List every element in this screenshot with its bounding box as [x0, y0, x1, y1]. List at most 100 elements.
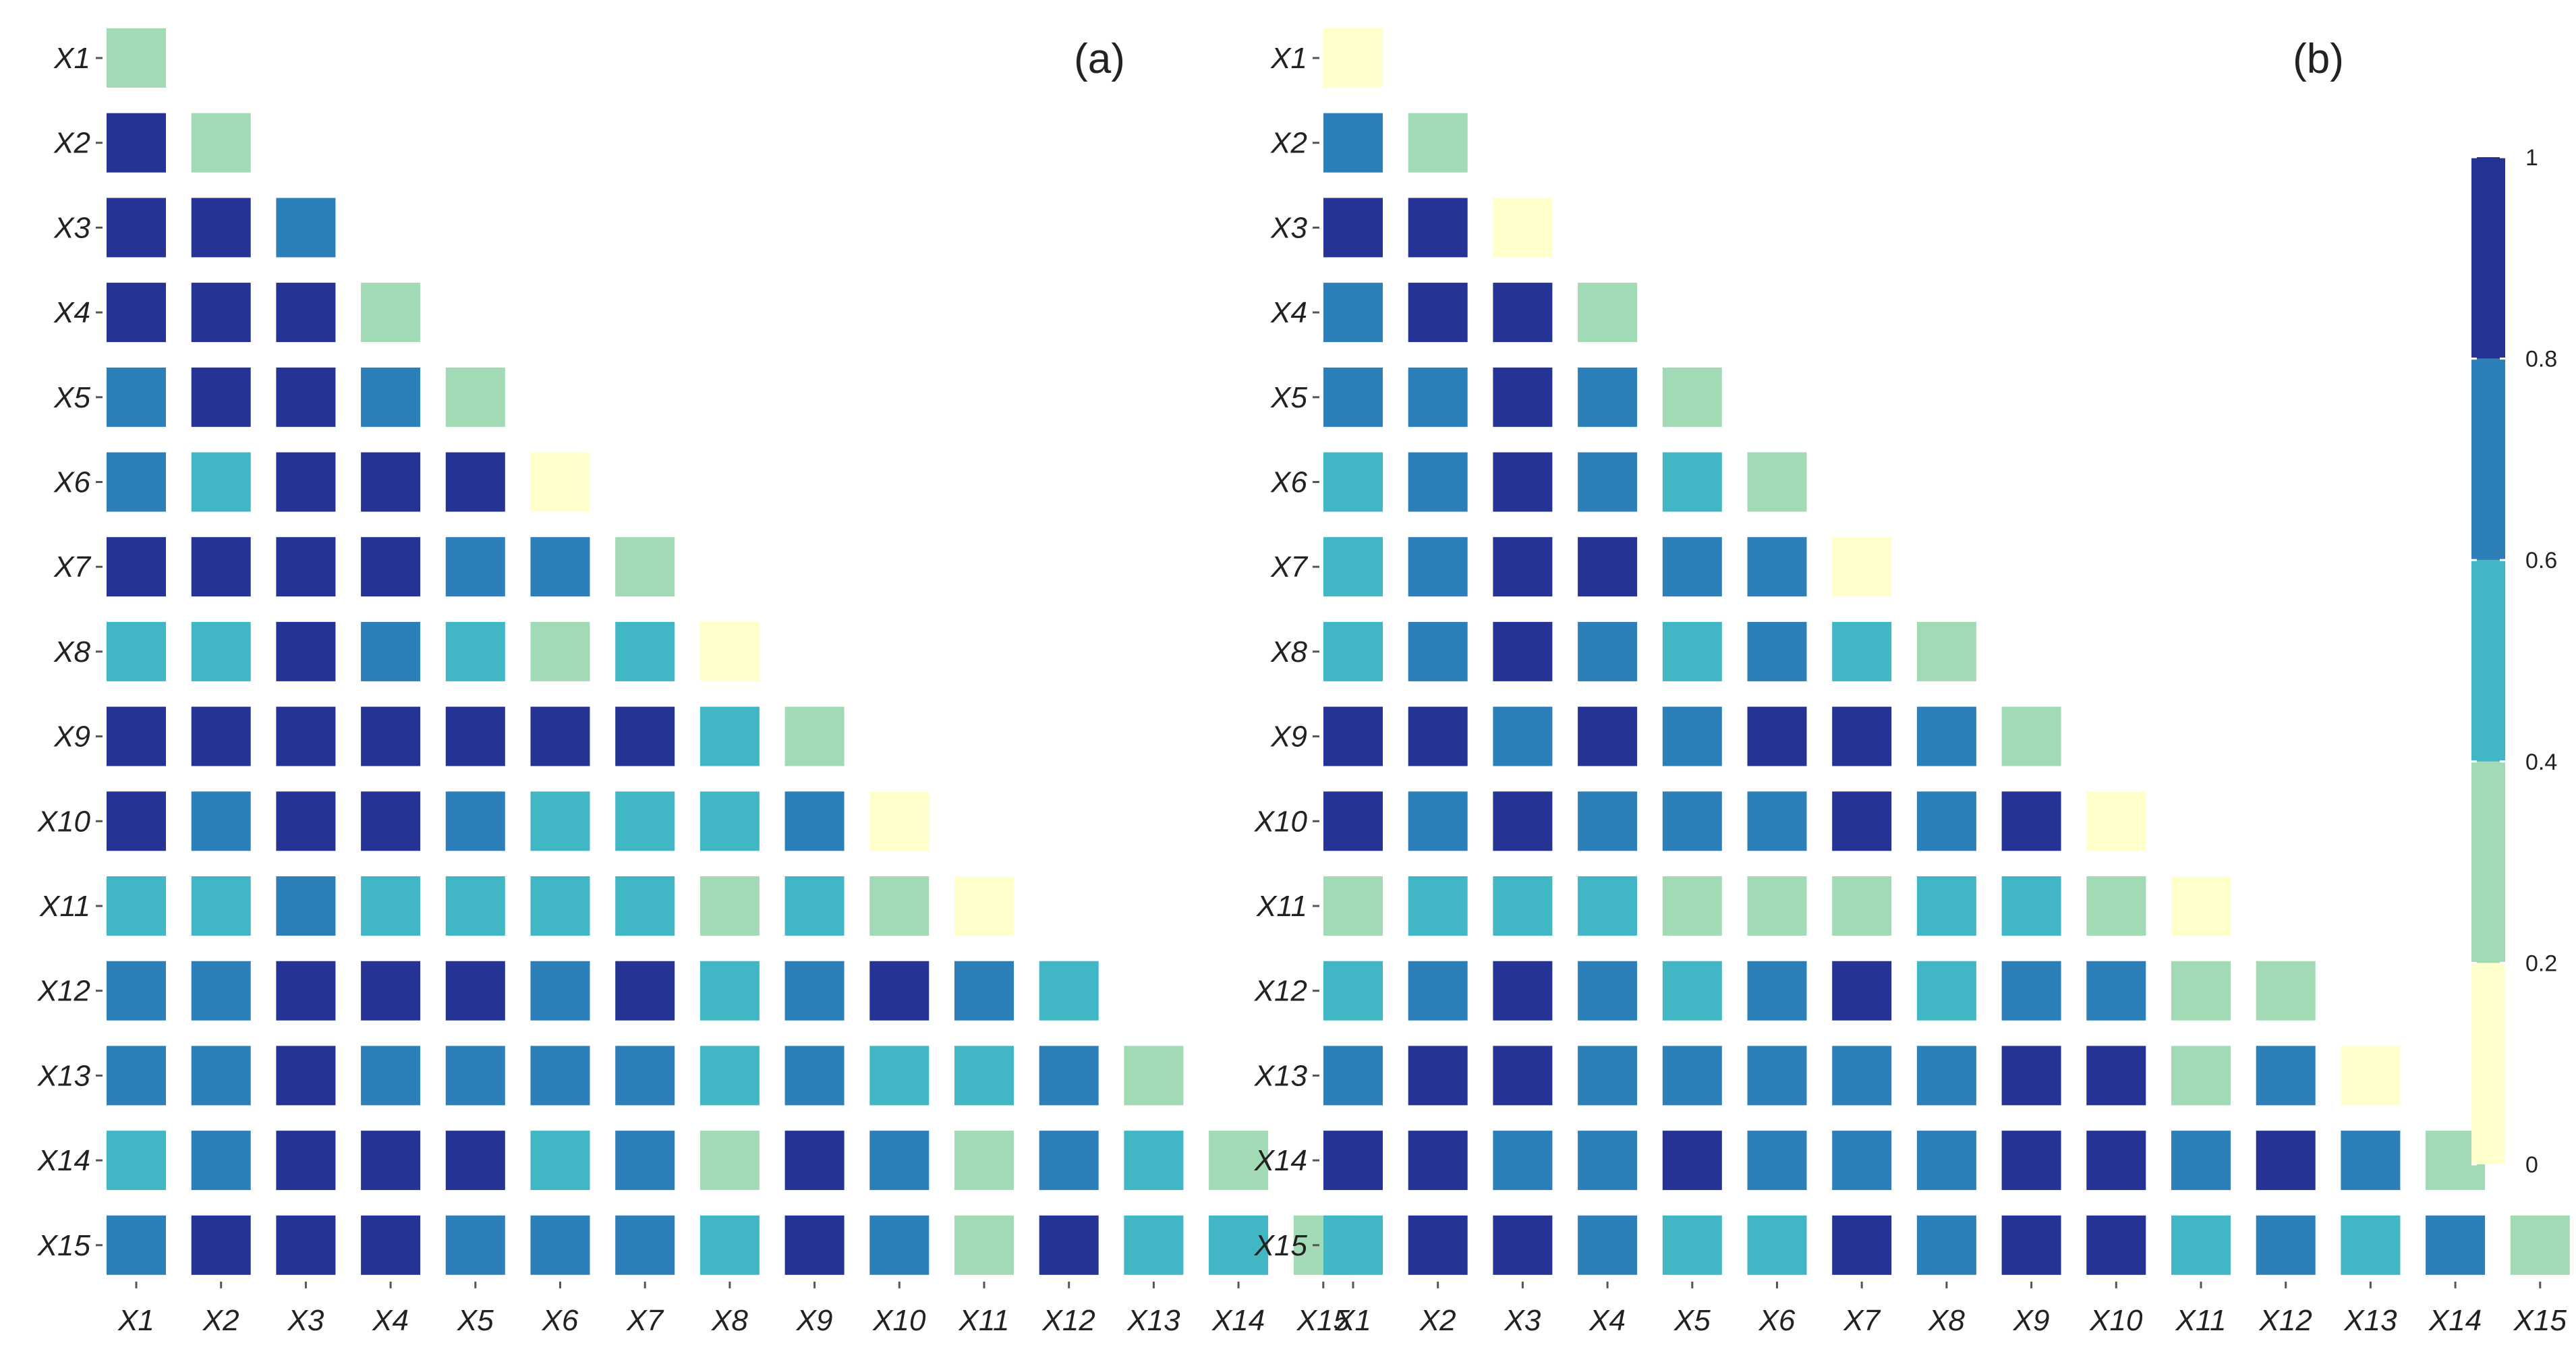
- heatmap-cell-X8-X8: [1916, 621, 1976, 681]
- heatmap-cell-X13-X10: [2086, 1046, 2146, 1106]
- heatmap-cell-X12-X2: [1408, 961, 1468, 1021]
- heatmap-cell-X2-X1: [1323, 113, 1383, 173]
- heatmap-cell-X11-X5: [1662, 876, 1722, 936]
- heatmap-cell-X9-X9: [2001, 706, 2061, 766]
- heatmap-cell-X15-X12: [2256, 1215, 2316, 1275]
- heatmap-cell-X12-X9: [2001, 961, 2061, 1021]
- heatmap-cell-X5-X2: [191, 367, 251, 427]
- heatmap-cell-X12-X6: [530, 961, 590, 1021]
- heatmap-cell-X9-X5: [1662, 706, 1722, 766]
- heatmap-cell-X8-X4: [1578, 621, 1638, 681]
- heatmap-cell-X6-X2: [1408, 452, 1468, 512]
- heatmap-cell-X10-X4: [361, 791, 421, 851]
- y-tick-label: X14: [37, 1144, 90, 1177]
- heatmap-cell-X11-X10: [2086, 876, 2146, 936]
- heatmap-cell-X14-X7: [615, 1131, 675, 1191]
- heatmap-cell-X12-X8: [699, 961, 760, 1021]
- heatmap-cell-X11-X1: [107, 876, 166, 936]
- heatmap-cell-X14-X13: [1124, 1131, 1184, 1191]
- heatmap-cell-X13-X7: [615, 1046, 675, 1106]
- heatmap-cell-X12-X8: [1916, 961, 1976, 1021]
- heatmap-cell-X9-X1: [107, 706, 166, 766]
- y-tick-label: X15: [37, 1229, 91, 1262]
- x-tick-label: X8: [711, 1304, 748, 1337]
- y-tick-label: X5: [53, 381, 90, 414]
- heatmap-cell-X11-X9: [2001, 876, 2061, 936]
- heatmap-cell-X15-X12: [1039, 1215, 1099, 1275]
- heatmap-cell-X15-X8: [1916, 1215, 1976, 1275]
- heatmap-cell-X12-X12: [2256, 961, 2316, 1021]
- heatmap-cell-X13-X13: [1124, 1046, 1184, 1106]
- heatmap-cell-X3-X3: [276, 198, 336, 258]
- heatmap-cell-X14-X10: [2086, 1131, 2146, 1191]
- heatmap-cell-X10-X8: [1916, 791, 1976, 851]
- heatmap-cell-X14-X10: [869, 1131, 929, 1191]
- heatmap-cell-X10-X1: [107, 791, 166, 851]
- heatmap-cell-X7-X6: [1747, 537, 1807, 597]
- y-tick-label: X13: [37, 1059, 91, 1092]
- heatmap-cell-X11-X7: [615, 876, 675, 936]
- y-tick-label: X7: [53, 550, 91, 584]
- x-tick-label: X4: [1588, 1304, 1626, 1337]
- heatmap-cell-X4-X2: [1408, 283, 1468, 343]
- heatmap-cell-X9-X4: [361, 706, 421, 766]
- heatmap-cell-X9-X4: [1578, 706, 1638, 766]
- heatmap-cell-X10-X10: [869, 791, 929, 851]
- heatmap-cell-X15-X5: [445, 1215, 505, 1275]
- heatmap-cell-X14-X2: [1408, 1131, 1468, 1191]
- heatmap-cell-X12-X6: [1747, 961, 1807, 1021]
- colorbar-segment: [2471, 157, 2505, 359]
- heatmap-cell-X15-X4: [1578, 1215, 1638, 1275]
- heatmap-cell-X12-X11: [954, 961, 1014, 1021]
- heatmap-cell-X5-X1: [1323, 367, 1383, 427]
- y-tick-label: X6: [53, 466, 90, 499]
- heatmap-cell-X15-X14: [1209, 1215, 1269, 1275]
- y-tick-label: X10: [1254, 805, 1308, 838]
- heatmap-cell-X13-X7: [1832, 1046, 1892, 1106]
- x-tick-label: X3: [1504, 1304, 1541, 1337]
- heatmap-cell-X7-X1: [1323, 537, 1383, 597]
- heatmap-cell-X10-X10: [2086, 791, 2146, 851]
- heatmap-cell-X7-X3: [1493, 537, 1553, 597]
- y-tick-label: X9: [53, 720, 90, 754]
- heatmap-cell-X8-X4: [361, 621, 421, 681]
- heatmap-cell-X5-X4: [1578, 367, 1638, 427]
- heatmap-cell-X8-X1: [107, 621, 166, 681]
- heatmap-cell-X9-X8: [699, 706, 760, 766]
- heatmap-cell-X13-X12: [1039, 1046, 1099, 1106]
- x-tick-label: X7: [626, 1304, 664, 1337]
- x-tick-label: X14: [1211, 1304, 1265, 1337]
- heatmap-cell-X8-X2: [191, 621, 251, 681]
- heatmap-cell-X15-X9: [784, 1215, 845, 1275]
- heatmap-cell-X12-X4: [1578, 961, 1638, 1021]
- x-tick-label: X10: [872, 1304, 926, 1337]
- heatmap-cell-X10-X2: [1408, 791, 1468, 851]
- heatmap-cell-X11-X3: [1493, 876, 1553, 936]
- heatmap-cell-X12-X10: [869, 961, 929, 1021]
- heatmap-cell-X15-X13: [2341, 1215, 2401, 1275]
- heatmap-cell-X7-X4: [361, 537, 421, 597]
- x-tick-label: X10: [2089, 1304, 2143, 1337]
- heatmap-cell-X12-X4: [361, 961, 421, 1021]
- heatmap-cell-X13-X11: [954, 1046, 1014, 1106]
- y-tick-label: X6: [1270, 466, 1307, 499]
- heatmap-cell-X13-X5: [445, 1046, 505, 1106]
- heatmap-cell-X2-X1: [107, 113, 166, 173]
- heatmap-cell-X1-X1: [107, 28, 166, 88]
- heatmap-cell-X15-X10: [2086, 1215, 2146, 1275]
- heatmap-cell-X10-X9: [784, 791, 845, 851]
- heatmap-cell-X15-X14: [2426, 1215, 2486, 1275]
- y-tick-label: X12: [37, 975, 90, 1008]
- y-tick-label: X5: [1270, 381, 1307, 414]
- heatmap-cell-X11-X10: [869, 876, 929, 936]
- heatmap-cell-X4-X3: [276, 283, 336, 343]
- heatmap-cell-X13-X13: [2341, 1046, 2401, 1106]
- heatmap-cell-X13-X3: [1493, 1046, 1553, 1106]
- heatmap-cell-X14-X8: [699, 1131, 760, 1191]
- heatmap-cell-X11-X11: [2171, 876, 2231, 936]
- heatmap-cell-X12-X7: [615, 961, 675, 1021]
- y-tick-label: X15: [1254, 1229, 1308, 1262]
- heatmap-cell-X9-X9: [784, 706, 845, 766]
- y-tick-label: X1: [53, 42, 90, 75]
